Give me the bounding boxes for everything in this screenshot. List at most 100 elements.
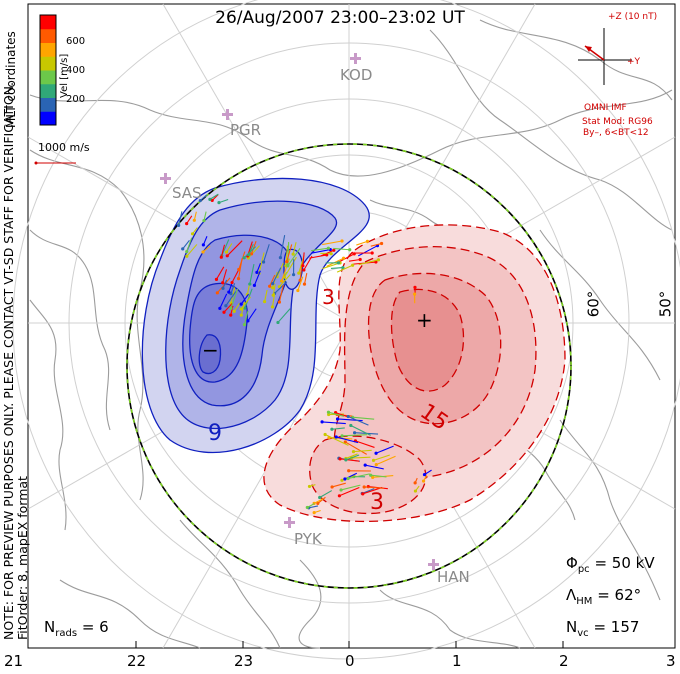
velocity-vector	[283, 256, 297, 278]
mlt-label-21: 21	[4, 652, 24, 670]
velocity-vector	[240, 296, 251, 310]
velocity-vector	[330, 267, 343, 270]
velocity-vector	[230, 288, 239, 309]
velocity-vector-origin	[374, 451, 378, 455]
velocity-vector-origin	[318, 495, 322, 500]
velocity-vector	[233, 302, 241, 312]
velocity-vector-origin	[302, 282, 307, 286]
velocity-vector	[340, 484, 361, 491]
velocity-vector	[230, 283, 236, 294]
velocity-vector	[219, 293, 228, 309]
station-sas: SAS	[172, 184, 202, 202]
velocity-vector-origin	[316, 501, 320, 506]
velocity-vector-origin	[247, 253, 251, 257]
velocity-vector	[322, 262, 341, 270]
colorbar-band	[40, 28, 56, 43]
velocity-vector-origin	[374, 463, 378, 467]
lambda-subscript: HM	[576, 596, 593, 607]
velocity-vector	[272, 284, 276, 296]
preview-note-line1: NOTE: FOR PREVIEW PURPOSES ONLY. PLEASE …	[1, 82, 16, 640]
velocity-vector	[256, 262, 262, 273]
velocity-vector	[376, 455, 396, 466]
velocity-vector-origin	[343, 440, 347, 444]
mlt-label-1: 1	[452, 652, 462, 670]
velocity-vector-origin	[242, 256, 246, 260]
velocity-vector-origin	[362, 485, 366, 489]
colorbar-band	[40, 15, 56, 30]
velocity-vector	[297, 276, 304, 291]
velocity-vector-origin	[330, 427, 334, 431]
velocity-vector	[350, 424, 371, 436]
velocity-vector	[355, 440, 375, 448]
station-pyk: PYK	[294, 530, 322, 548]
velocity-vector-origin	[262, 300, 267, 304]
velocity-vector-origin	[347, 469, 351, 473]
velocity-vector-origin	[221, 281, 225, 285]
velocity-vector	[178, 211, 183, 226]
velocity-vector	[337, 253, 355, 264]
latitude-label-50: 50°	[656, 290, 675, 318]
colorbar-band	[40, 111, 56, 126]
velocity-vector	[250, 240, 257, 255]
colorbar-tick-200: 200	[66, 94, 86, 105]
velocity-vector-origin	[330, 485, 334, 489]
velocity-vector	[223, 302, 233, 313]
velocity-vector-origin	[365, 239, 370, 243]
velocity-vector-origin	[348, 248, 352, 252]
velocity-vector-origin	[371, 475, 375, 479]
hm-latitude: ΛHM = 62°	[566, 586, 641, 607]
velocity-vector-origin	[340, 478, 344, 482]
vector-count: Nvc = 157	[566, 618, 639, 639]
mlt-label-22: 22	[127, 652, 147, 670]
velocity-vector	[339, 458, 360, 462]
velocity-vector	[311, 247, 329, 252]
velocity-vector	[244, 288, 253, 309]
nvc-subscript: vc	[577, 628, 589, 639]
velocity-vector-origin	[214, 277, 219, 281]
nrads-symbol: N	[44, 618, 56, 636]
velocity-vector-origin	[255, 270, 259, 274]
velocity-vector	[248, 244, 254, 255]
velocity-vector	[225, 291, 237, 307]
velocity-vector-origin	[358, 257, 362, 262]
velocity-vector-origin	[371, 458, 376, 462]
station-kod: KOD	[340, 66, 373, 84]
phi-subscript: pc	[577, 564, 590, 575]
velocity-vector-origin	[239, 313, 243, 317]
velocity-vector-origin	[341, 265, 345, 270]
lambda-value: = 62°	[597, 586, 642, 604]
velocity-vector-origin	[201, 243, 205, 247]
velocity-vector	[331, 482, 346, 488]
velocity-vector-origin	[336, 261, 341, 265]
velocity-vector	[231, 270, 239, 283]
phi-value: = 50 kV	[594, 554, 655, 572]
velocity-vector-origin	[201, 250, 205, 254]
velocity-vector	[226, 243, 233, 253]
velocity-vector	[336, 264, 353, 273]
velocity-vector	[249, 264, 255, 285]
velocity-vector	[328, 411, 345, 417]
velocity-vector	[319, 490, 333, 498]
velocity-vector-origin	[181, 247, 185, 251]
contour-label-negative: 9	[208, 421, 222, 446]
velocity-vector	[358, 259, 379, 266]
velocity-vector	[215, 266, 225, 280]
velocity-vector	[209, 193, 219, 200]
velocity-vector-origin	[232, 309, 236, 313]
velocity-vector-origin	[302, 268, 306, 272]
velocity-vector	[345, 454, 360, 461]
velocity-vector	[373, 454, 390, 461]
contour-label-positive-inner: 3	[322, 285, 335, 309]
velocity-vector-origin	[413, 292, 417, 296]
vector-scale-dot	[34, 161, 38, 165]
potential-minimum-marker: −	[202, 338, 219, 362]
velocity-vector-origin	[215, 291, 219, 295]
velocity-vector	[322, 421, 346, 425]
velocity-vector	[309, 254, 327, 259]
velocity-vector	[365, 464, 384, 470]
velocity-vector-origin	[278, 256, 283, 260]
velocity-vector	[331, 427, 345, 430]
velocity-vector-origin	[217, 201, 221, 205]
velocity-vector-origin	[185, 222, 189, 226]
velocity-vector	[335, 412, 349, 418]
